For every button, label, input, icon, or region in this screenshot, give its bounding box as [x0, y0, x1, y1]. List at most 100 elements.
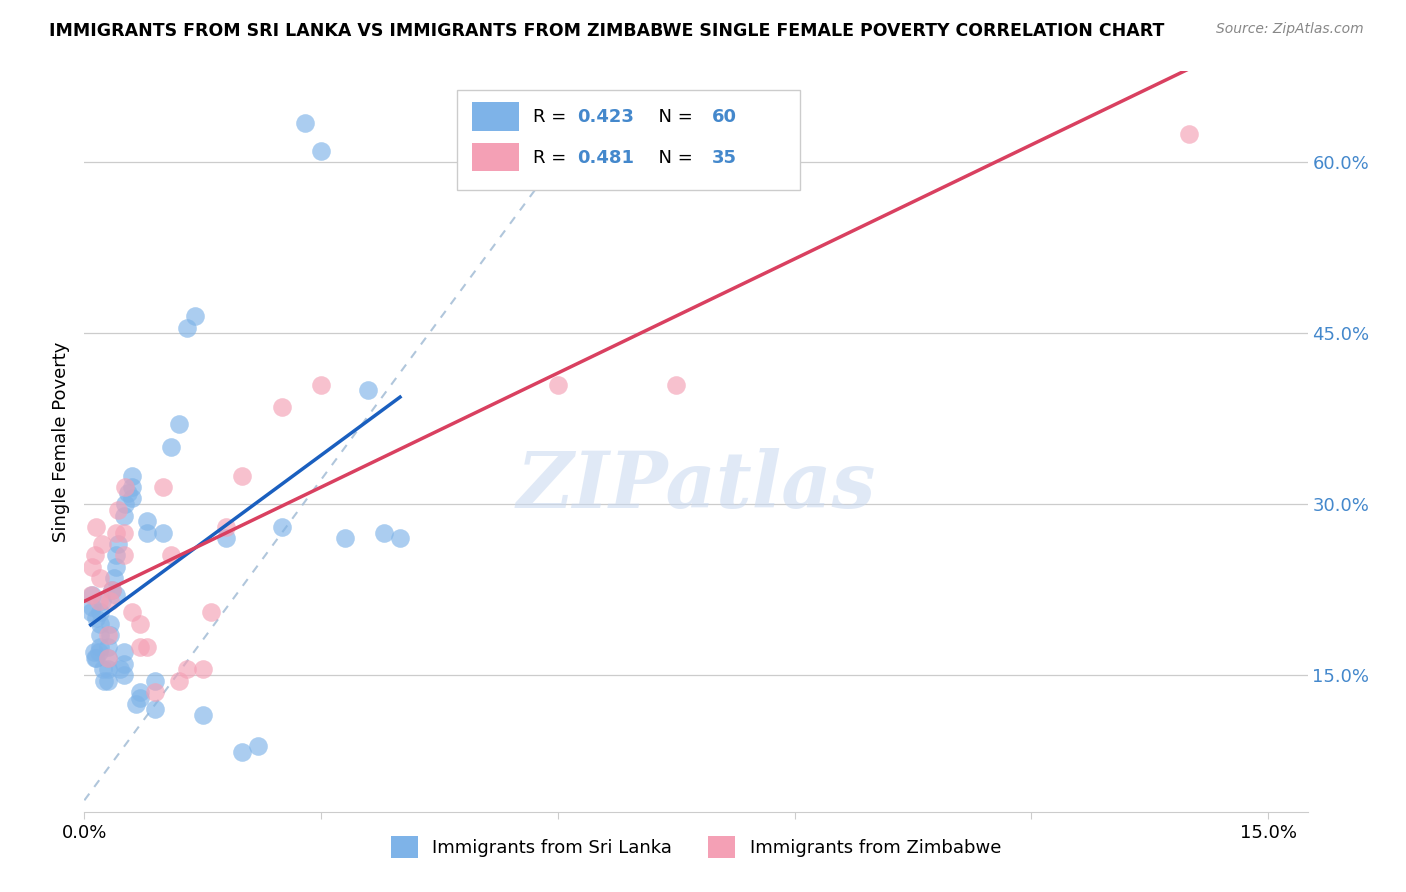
Text: ZIPatlas: ZIPatlas	[516, 448, 876, 524]
Point	[108, 662, 131, 676]
Text: Source: ZipAtlas.com: Source: ZipAtlas.com	[1216, 22, 1364, 37]
Point	[107, 537, 129, 551]
Point	[270, 520, 292, 534]
Point	[100, 616, 122, 631]
Point	[231, 746, 253, 760]
Point	[97, 628, 120, 642]
Text: 0.481: 0.481	[578, 149, 634, 167]
Text: R =: R =	[533, 108, 572, 127]
Point	[136, 640, 159, 654]
Text: 35: 35	[711, 149, 737, 167]
Point	[586, 115, 609, 129]
Point	[152, 480, 174, 494]
Point	[89, 640, 111, 654]
Point	[145, 685, 167, 699]
Point	[104, 549, 127, 563]
Point	[117, 485, 139, 500]
Point	[104, 588, 127, 602]
Point	[215, 532, 238, 546]
Point	[309, 144, 332, 158]
Point	[215, 520, 238, 534]
Point	[389, 532, 412, 546]
Point	[87, 594, 110, 608]
Point	[83, 651, 105, 665]
Point	[231, 468, 253, 483]
Point	[121, 491, 143, 506]
Point	[176, 320, 198, 334]
FancyBboxPatch shape	[472, 103, 519, 130]
Text: N =: N =	[647, 108, 699, 127]
Point	[97, 651, 120, 665]
FancyBboxPatch shape	[472, 144, 519, 171]
Point	[128, 640, 150, 654]
Point	[90, 537, 112, 551]
Point	[270, 401, 292, 415]
Point	[97, 651, 120, 665]
Point	[79, 606, 101, 620]
Point	[79, 588, 101, 602]
Point	[112, 657, 135, 671]
Point	[97, 640, 120, 654]
Point	[547, 377, 569, 392]
Point	[98, 628, 121, 642]
Point	[101, 582, 124, 597]
Point	[84, 611, 107, 625]
Point	[121, 468, 143, 483]
Point	[136, 525, 159, 540]
Point	[665, 377, 688, 392]
Point	[1178, 127, 1201, 141]
Point	[152, 525, 174, 540]
Point	[89, 606, 111, 620]
Point	[176, 662, 198, 676]
FancyBboxPatch shape	[457, 90, 800, 190]
Point	[309, 377, 332, 392]
Point	[82, 599, 104, 614]
Point	[128, 690, 150, 705]
Point	[191, 662, 214, 676]
Text: IMMIGRANTS FROM SRI LANKA VS IMMIGRANTS FROM ZIMBABWE SINGLE FEMALE POVERTY CORR: IMMIGRANTS FROM SRI LANKA VS IMMIGRANTS …	[49, 22, 1164, 40]
Point	[136, 514, 159, 528]
Point	[101, 582, 124, 597]
Text: 0.423: 0.423	[578, 108, 634, 127]
Point	[333, 532, 356, 546]
Point	[246, 739, 269, 753]
Point	[90, 594, 112, 608]
Point	[357, 384, 380, 398]
Point	[128, 685, 150, 699]
Point	[93, 673, 115, 688]
Point	[121, 606, 143, 620]
Point	[112, 549, 135, 563]
Point	[89, 571, 111, 585]
Point	[294, 115, 316, 129]
Point	[114, 497, 136, 511]
Point	[112, 645, 135, 659]
Point	[87, 645, 110, 659]
Point	[160, 549, 183, 563]
Point	[91, 662, 114, 676]
Point	[200, 606, 222, 620]
Point	[97, 662, 120, 676]
Point	[121, 480, 143, 494]
Point	[145, 702, 167, 716]
Point	[114, 480, 136, 494]
Point	[82, 588, 104, 602]
Point	[124, 697, 146, 711]
Point	[112, 508, 135, 523]
Text: R =: R =	[533, 149, 572, 167]
Point	[112, 525, 135, 540]
Point	[89, 628, 111, 642]
Point	[145, 673, 167, 688]
Point	[84, 651, 107, 665]
Point	[84, 520, 107, 534]
Point	[112, 668, 135, 682]
Point	[83, 549, 105, 563]
Point	[98, 594, 121, 608]
Point	[184, 310, 207, 324]
Point	[97, 673, 120, 688]
Point	[107, 503, 129, 517]
Point	[191, 707, 214, 722]
Legend: Immigrants from Sri Lanka, Immigrants from Zimbabwe: Immigrants from Sri Lanka, Immigrants fr…	[384, 830, 1008, 865]
Point	[373, 525, 395, 540]
Text: N =: N =	[647, 149, 699, 167]
Point	[160, 440, 183, 454]
